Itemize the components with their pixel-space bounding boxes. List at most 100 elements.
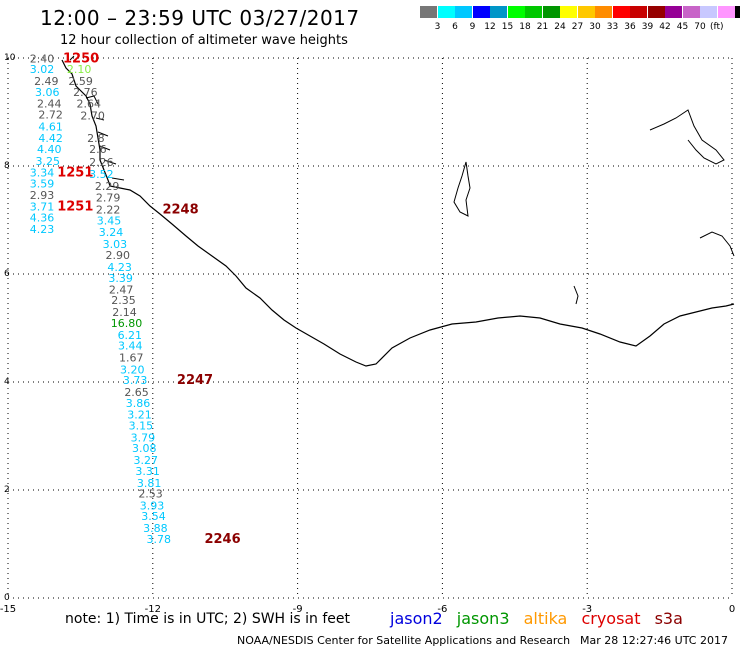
colorbar-swatch	[560, 6, 577, 18]
credit-line: NOAA/NESDIS Center for Satellite Applica…	[237, 634, 571, 647]
latitude-tick-label: 6	[4, 269, 10, 279]
wave-height-value: 2.59	[68, 75, 93, 88]
pass-time-label: 2247	[177, 373, 213, 388]
wave-height-value: 3.73	[123, 374, 148, 387]
wave-height-value: 3.31	[135, 465, 160, 478]
wave-height-value: 2.6	[89, 143, 107, 156]
wave-height-value: 3.25	[36, 155, 61, 168]
wave-height-value: 2.44	[37, 98, 62, 111]
colorbar-swatch	[455, 6, 472, 18]
latitude-tick-label: 8	[4, 161, 10, 171]
colorbar-swatch	[665, 6, 682, 18]
colorbar-swatch	[420, 6, 437, 18]
wave-height-labels: 2.403.02 2.102.59 2.493.06 2.76 2.44 2.64 2.72…	[30, 52, 171, 546]
wave-height-value: 3.15	[129, 420, 154, 433]
map-subtitle: 12 hour collection of altimeter wave hei…	[60, 33, 348, 48]
colorbar-tick-label: 36	[624, 22, 636, 32]
wave-height-value: 3.03	[103, 238, 128, 251]
wave-height-value: 3.08	[132, 442, 157, 455]
wave-height-value: 2.72	[38, 108, 63, 121]
colorbar-swatch	[437, 6, 455, 18]
latitude-tick-label: 0	[4, 593, 10, 603]
coastline-lake-volta-river	[453, 161, 471, 217]
colorbar-swatch	[542, 6, 560, 18]
wave-height-value: 4.40	[37, 143, 62, 156]
colorbar-swatch	[507, 6, 525, 18]
longitude-tick-label: -15	[0, 604, 16, 615]
wave-height-value: 3.45	[97, 214, 122, 227]
wave-height-value: 2.47	[109, 283, 134, 296]
coastline-niger-delta	[699, 231, 735, 257]
longitude-tick-label: -3	[582, 604, 592, 615]
wave-height-value: 2.93	[30, 189, 55, 202]
legend-s3a: s3a	[654, 609, 683, 628]
coastline-lake-volta-east	[649, 109, 725, 165]
colorbar-swatch	[595, 6, 612, 18]
wave-height-value: 6.21	[118, 329, 143, 342]
wave-height-value: 3.44	[118, 340, 143, 353]
wave-height-value: 4.23	[107, 261, 132, 274]
generated-timestamp: Mar 28 12:27:46 UTC 2017	[580, 634, 728, 647]
map-title: 12:00 – 23:59 UTC 03/27/2017	[40, 6, 360, 30]
colorbar-tick-label: 9	[469, 22, 476, 32]
wave-height-value: 16.80	[111, 317, 143, 330]
wave-height-value: 2.90	[105, 249, 129, 262]
colorbar-swatch	[490, 6, 507, 18]
longitude-tick-label: 0	[729, 604, 735, 615]
pass-time-label: 2248	[162, 203, 198, 218]
wave-height-value: 1.67	[119, 351, 144, 364]
wave-height-value: 4.42	[38, 132, 63, 145]
coastline-estuary-east	[573, 285, 579, 305]
wave-height-value: 3.06	[35, 86, 60, 99]
colorbar-swatch	[525, 6, 542, 18]
wave-height-value: 2.79	[96, 192, 121, 205]
coastline	[61, 55, 735, 367]
wave-height-value: 4.36	[30, 212, 55, 225]
colorbar-tick-label: 12	[484, 22, 496, 32]
wave-height-value: 2.65	[124, 386, 148, 399]
colorbar-tick-label: 45	[676, 22, 689, 32]
wave-height-value: 3.39	[108, 272, 133, 285]
wave-height-value: 2.22	[96, 204, 121, 217]
colorbar-swatch	[682, 6, 700, 18]
colorbar-unit: (ft)	[710, 22, 724, 32]
pass-time-label: 1251	[57, 199, 93, 214]
colorbar-tick-label: 21	[536, 22, 549, 32]
footer-note: note: 1) Time is in UTC; 2) SWH is in fe…	[65, 611, 351, 627]
wave-height-value: 3.27	[133, 454, 158, 467]
colorbar-tick-label: 33	[606, 22, 619, 32]
wave-height-value: 2.53	[138, 488, 163, 501]
wave-height-value: 3.81	[137, 477, 162, 490]
wave-height-value: 3.20	[120, 363, 145, 376]
latitude-tick-label: 2	[4, 485, 10, 495]
colorbar-tick-label: 42	[659, 22, 671, 32]
wave-height-value: 4.61	[38, 120, 63, 133]
colorbar-tick-label: 70	[694, 22, 706, 32]
colorbar-tick-label: 27	[571, 22, 584, 32]
wave-height-value: 3.02	[30, 63, 55, 76]
wave-height-value: 2.10	[67, 63, 92, 76]
wave-height-value: 3.71	[30, 200, 55, 213]
coastline-bijagos-inlets	[69, 55, 125, 181]
pass-time-labels: 1250 1251 1251 2248 2247 2246	[57, 51, 240, 547]
legend-cryosat: cryosat	[581, 609, 641, 628]
colorbar-swatch	[647, 6, 665, 18]
pass-time-label: 1251	[57, 165, 93, 180]
wave-height-value: 2.49	[34, 75, 59, 88]
wave-height-value: 3.86	[126, 397, 150, 410]
wave-height-value: 2.70	[80, 110, 105, 123]
legend-jason2: jason2	[390, 609, 443, 628]
wave-height-value: 4.23	[30, 223, 55, 236]
wave-height-value: 2.8	[87, 132, 105, 145]
wave-height-value: 3.54	[141, 510, 166, 523]
wave-height-value: 3.93	[140, 499, 165, 512]
colorbar-swatch	[717, 6, 735, 18]
wave-height-value: 3.24	[99, 226, 124, 239]
colorbar-tick-label: 30	[589, 22, 601, 32]
wave-height-value: 2.64	[77, 98, 102, 111]
wave-height-value: 3.78	[147, 533, 172, 546]
latitude-tick-label: 10	[4, 53, 16, 63]
wave-height-value: 3.52	[89, 168, 114, 181]
colorbar-swatch	[700, 6, 717, 18]
